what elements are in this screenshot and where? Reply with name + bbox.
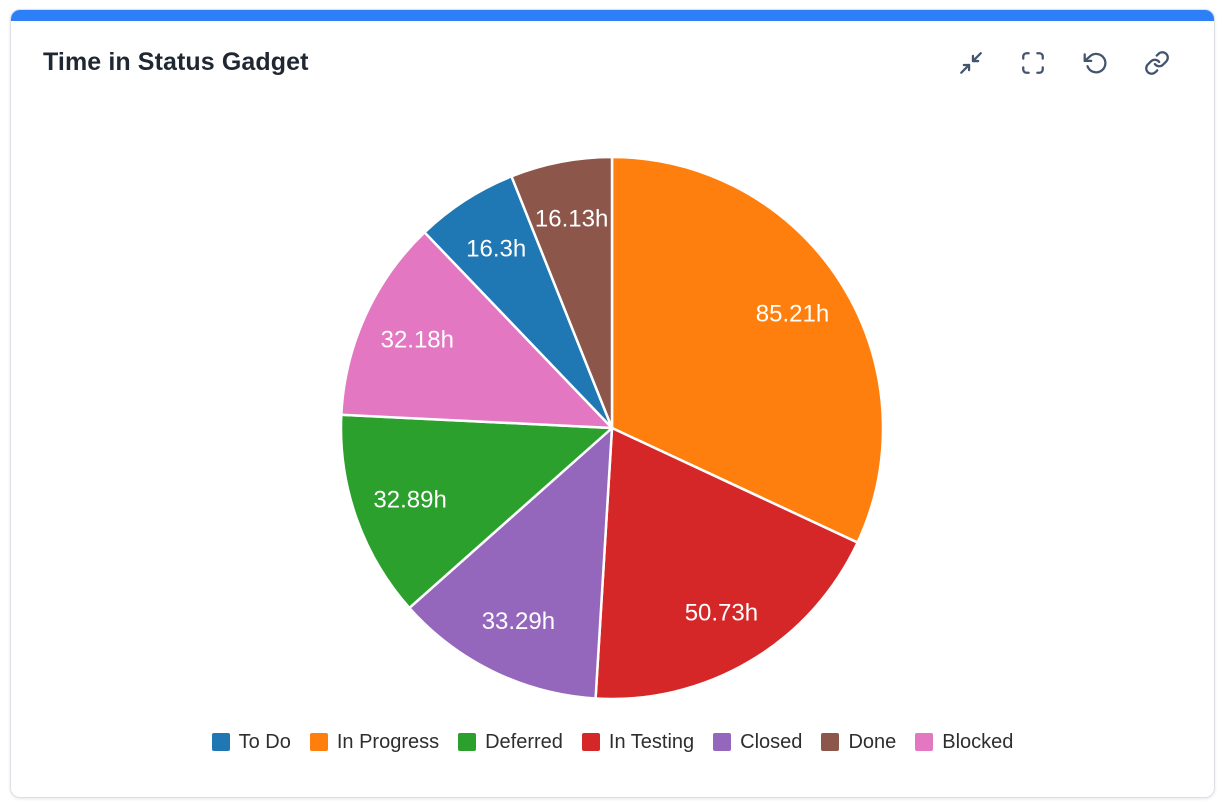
legend-label: Done (848, 731, 897, 753)
legend-item-deferred[interactable]: Deferred (458, 730, 563, 754)
pie-slice-value-label: 33.29h (482, 608, 555, 635)
legend-item-to-do[interactable]: To Do (211, 730, 291, 754)
pie-slice-value-label: 32.89h (373, 487, 446, 514)
legend-swatch (309, 733, 328, 751)
gadget-toolbar (958, 50, 1170, 76)
link-button[interactable] (1144, 50, 1170, 76)
refresh-icon (1082, 50, 1108, 76)
legend-item-done[interactable]: Done (821, 730, 896, 754)
gadget-title: Time in Status Gadget (43, 48, 309, 76)
pie-slice-value-label: 16.13h (535, 205, 608, 232)
pie-slice-deferred[interactable] (339, 413, 614, 610)
legend-label: In Progress (336, 731, 440, 753)
pie-slice-closed[interactable] (408, 426, 614, 700)
legend-swatch (581, 733, 600, 751)
legend-label: In Testing (608, 731, 695, 753)
legend-label: Closed (740, 731, 803, 753)
pie-slice-blocked[interactable] (340, 231, 614, 430)
gadget-header: Time in Status Gadget (11, 48, 1214, 77)
legend-swatch (821, 733, 840, 751)
gadget-card: Time in Status Gadget (10, 9, 1215, 798)
collapse-icon (958, 50, 984, 76)
legend-swatch (915, 733, 934, 751)
refresh-button[interactable] (1082, 50, 1108, 76)
pie-slice-value-label: 32.18h (381, 327, 454, 354)
pie-slice-value-label: 16.3h (466, 236, 526, 263)
legend-swatch (713, 733, 732, 751)
pie-slice-in-testing[interactable] (594, 426, 859, 701)
fullscreen-button[interactable] (1020, 50, 1046, 76)
legend-item-in-progress[interactable]: In Progress (309, 730, 440, 754)
collapse-button[interactable] (958, 50, 984, 76)
accent-bar (11, 10, 1214, 21)
legend-swatch (211, 733, 230, 751)
pie-chart: 85.21h 50.73h 33.29h 32.89h 32.18h 16.3h 16.13… (339, 155, 885, 701)
pie-slice-in-progress[interactable] (610, 155, 885, 544)
pie-slice-value-label: 50.73h (685, 599, 758, 626)
legend-item-blocked[interactable]: Blocked (915, 730, 1013, 754)
legend-label: To Do (238, 731, 291, 753)
legend-label: Blocked (942, 731, 1014, 753)
pie-slice-done[interactable] (510, 155, 614, 430)
link-icon (1144, 50, 1170, 76)
chart-legend: To Do In Progress Deferred In Testing Closed… (11, 730, 1214, 754)
legend-item-in-testing[interactable]: In Testing (581, 730, 695, 754)
legend-swatch (458, 733, 477, 751)
pie-slice-value-label: 85.21h (756, 300, 829, 327)
fullscreen-icon (1020, 50, 1046, 76)
legend-label: Deferred (485, 731, 563, 753)
legend-item-closed[interactable]: Closed (713, 730, 802, 754)
